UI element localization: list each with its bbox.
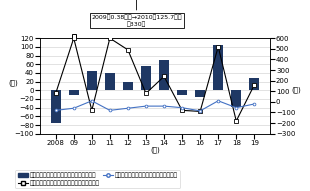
Legend: 一棟貳貸マンションの売買取引額の前年比, 複数物件の一括売買取引額の前年比（右軍）, 単一物件の売買取引額の前年比（右軍）: 一棟貳貸マンションの売買取引額の前年比, 複数物件の一括売買取引額の前年比（右軍…	[15, 171, 180, 188]
Bar	[177, 90, 187, 95]
X-axis label: (年): (年)	[150, 146, 160, 153]
Bar	[159, 60, 169, 90]
Bar	[123, 83, 133, 90]
Y-axis label: (％): (％)	[8, 79, 18, 86]
Bar	[87, 71, 97, 90]
Bar	[141, 66, 151, 90]
Bar	[51, 90, 61, 123]
Bar	[195, 90, 205, 97]
Bar	[213, 45, 223, 90]
Bar	[105, 73, 115, 90]
Text: 2009年0.38億円→2010年125.7億円
約330倍: 2009年0.38億円→2010年125.7億円 約330倍	[73, 0, 182, 27]
Bar	[249, 78, 259, 90]
Bar	[231, 90, 241, 107]
Bar	[69, 90, 79, 95]
Y-axis label: (％): (％)	[292, 86, 302, 93]
